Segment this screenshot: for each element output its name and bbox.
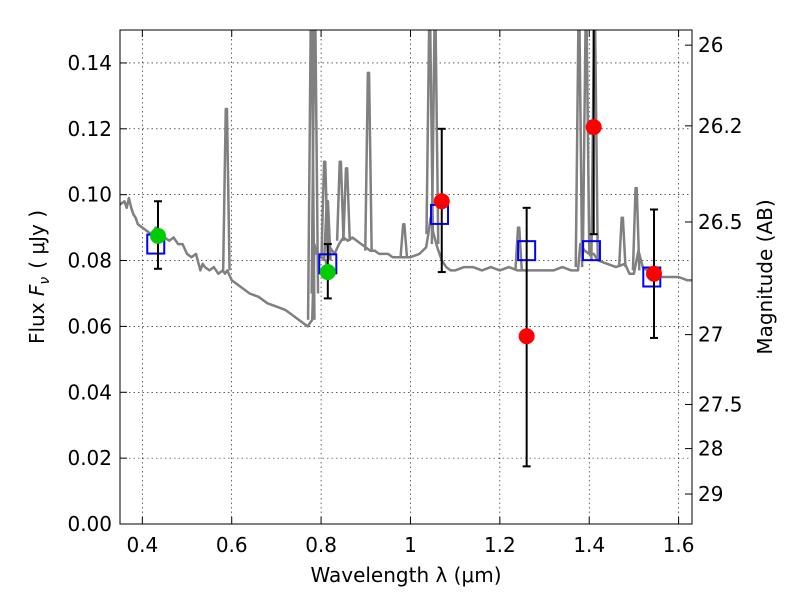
y-tick-label: 0.12 [67,117,112,141]
emission-line-spike [425,30,435,235]
x-tick-label: 1.6 [663,533,695,557]
x-tick-label: 0.6 [216,533,248,557]
emission-line-spike [581,30,591,254]
x-axis-title: Wavelength λ (μm) [310,563,501,587]
red-data-point [646,265,663,282]
plot-content [120,30,692,468]
y-tick-label: 0.10 [67,183,112,207]
spectrum-line [120,196,692,328]
y-axis-title-subscript: ν [37,277,53,285]
x-tick-label: 1 [404,533,417,557]
emission-line-spike [430,30,440,245]
emission-line-spike [342,167,352,241]
red-data-point [585,119,602,136]
emission-line-spike [617,216,627,268]
y-tick-label: 0.08 [67,249,112,273]
x-tick-label: 0.8 [305,533,337,557]
y2-axis-title: Magnitude (AB) [753,199,777,354]
emission-line-spike [399,223,409,258]
y-axis-title-unit: ( μJy ) [25,210,49,269]
x-tick-label: 0.4 [126,533,158,557]
emission-line-spike [221,107,231,271]
model-box [581,240,601,262]
x-tick-label: 1.4 [573,533,605,557]
emission-line-spike [322,200,332,261]
emission-line-spike [631,186,641,271]
emission-line-spike [335,160,345,241]
y-tick-label: 0.06 [67,314,112,338]
y2-tick-label: 28 [698,437,723,461]
green-data-point [149,227,166,244]
y-axis-title: Flux Fν ( μJy ) [25,210,53,344]
y-tick-label: 0.14 [67,51,112,75]
emission-line-spike [590,30,600,261]
plot-area [120,30,692,468]
tick-labels: 0.4 0.6 0.8 1 1.2 1.4 1.6 0.00 0.02 0.04 0.06 0.08 0… [67,33,742,557]
y2-tick-label: 26.2 [698,114,743,138]
y-tick-label: 0.02 [67,446,112,470]
x-tick-label: 1.2 [484,533,516,557]
emission-line-spike [310,30,320,294]
ticks [120,30,692,525]
y-tick-label: 0.04 [67,380,112,404]
emission-line-spike [364,71,373,251]
plot-background [120,30,692,524]
emission-line-spike [574,30,584,268]
green-data-point [319,264,336,281]
y2-tick-label: 27.5 [698,392,743,416]
plot-frame [119,29,693,525]
y2-tick-label: 29 [698,482,723,506]
y2-tick-label: 27 [698,323,723,347]
red-data-point [433,193,450,210]
y2-tick-label: 26.5 [698,210,743,234]
y-axis-title-prefix: Flux [25,296,49,344]
emission-line-spike [514,226,524,271]
red-data-point [518,328,535,345]
y-tick-label: 0.00 [67,512,112,536]
y2-tick-label: 26 [698,33,723,57]
y-axis-title-symbol: F [25,284,49,296]
